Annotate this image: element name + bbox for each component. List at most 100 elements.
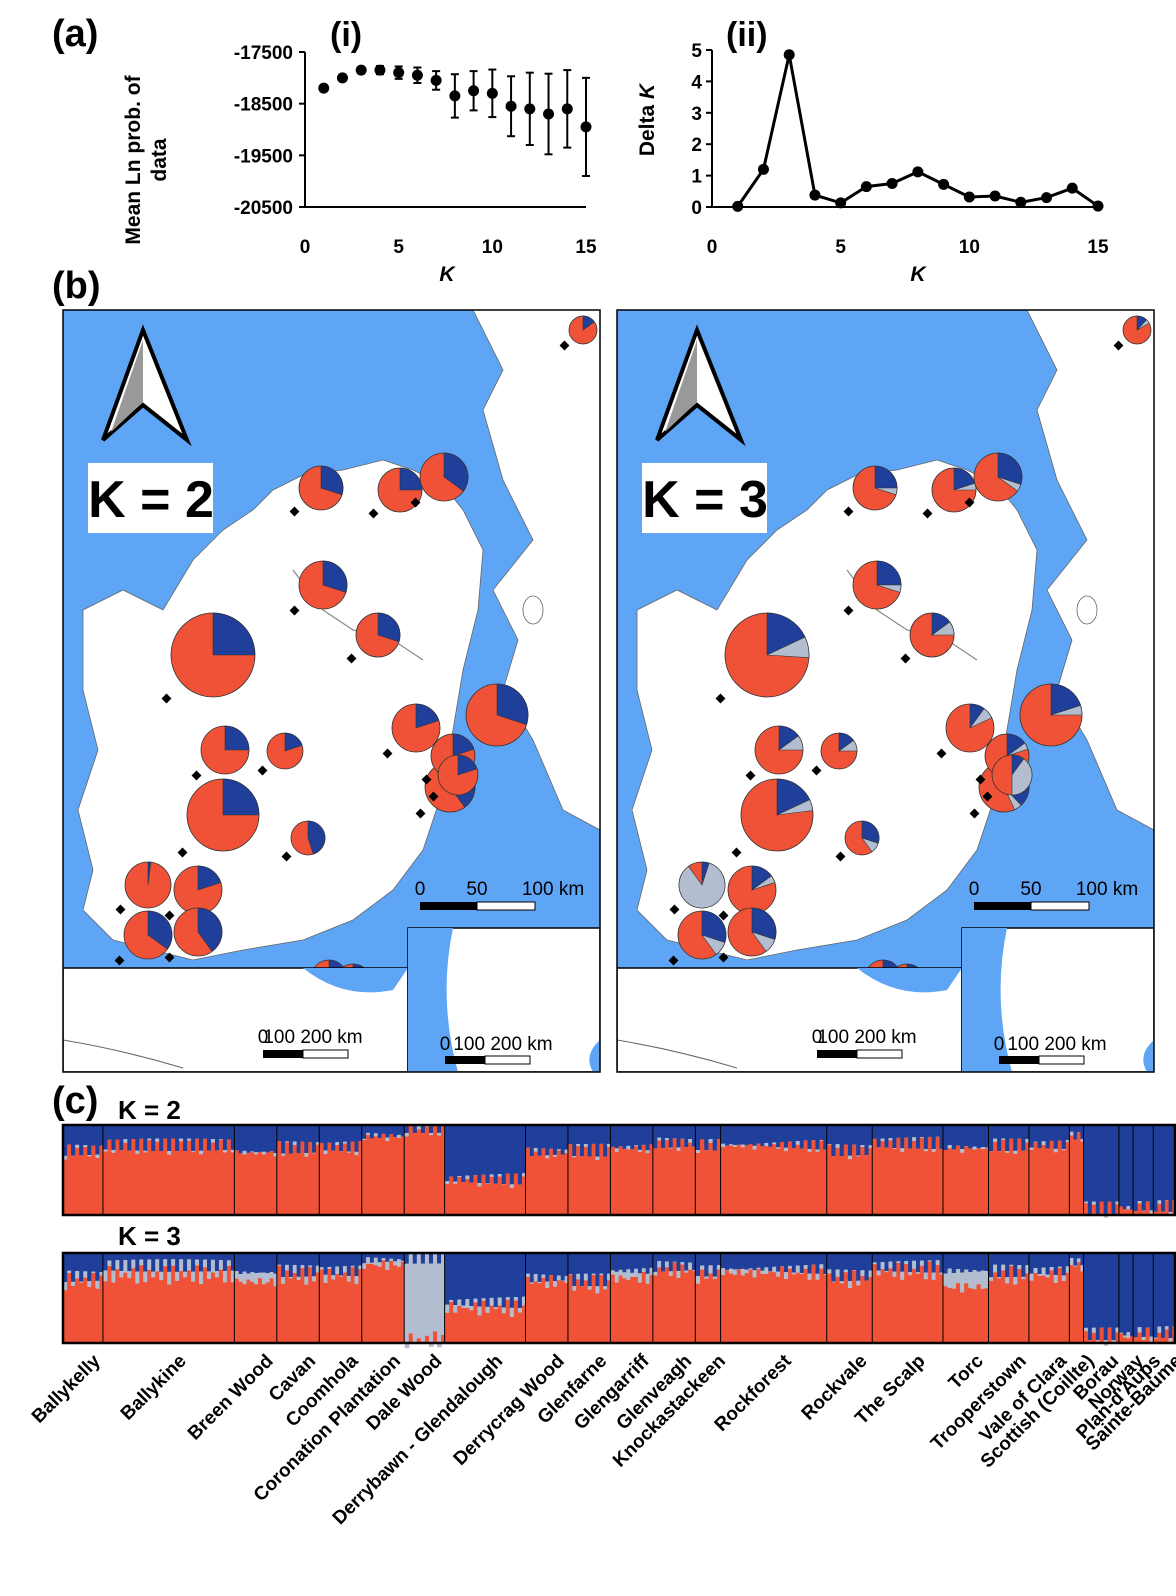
ancestry-bar-red [350,1141,356,1215]
ancestry-bar-red [1009,1265,1014,1343]
ancestry-bar-blue [852,1253,857,1271]
ancestry-bar-grey [210,1139,216,1143]
ancestry-bar-red [187,1270,192,1343]
ancestry-bar-blue [935,1125,941,1137]
ancestry-bar-red [852,1270,857,1343]
ancestry-bar-red [396,1137,402,1215]
ancestry-bar-grey [339,1275,344,1277]
ancestry-bar-blue [1041,1125,1047,1142]
ancestry-bar-blue [1119,1253,1124,1333]
ancestry-bar-red [199,1154,204,1215]
ancestry-bar-blue [135,1125,140,1151]
ancestry-bar-blue [564,1253,570,1276]
ancestry-bar-red [473,1302,479,1343]
ancestry-bar-red [680,1138,685,1215]
ancestry-bar-blue [672,1125,678,1139]
ancestry-bar-blue [768,1125,773,1147]
panel-label-ii: (ii) [726,16,768,54]
ancestry-bar-blue [645,1125,651,1151]
ancestry-bar-grey [385,1261,390,1270]
ancestry-bar-blue [799,1253,805,1274]
ancestry-bar-red [1130,1209,1135,1215]
ancestry-bar-red [389,1134,394,1215]
ancestry-bar-blue [637,1253,643,1274]
ancestry-bar-blue [393,1253,398,1262]
ancestry-bar-red [1073,1266,1078,1343]
ancestry-bar-blue [1168,1125,1173,1212]
ancestry-bar-grey [984,1147,990,1149]
pie-chart [945,703,995,753]
ancestry-bar-grey [521,1296,527,1306]
ancestry-bar-red [505,1173,511,1215]
ancestry-bar-blue [537,1253,543,1283]
ancestry-bar-red [163,1266,168,1343]
ancestry-bar-red [163,1138,168,1215]
ancestry-bar-red [637,1282,643,1343]
ancestry-bar-blue [202,1253,208,1260]
k-label-text: K = 3 [642,471,768,529]
ancestry-bar-red [599,1143,604,1215]
ancestry-bar-grey [420,1263,426,1342]
site-marker [191,770,202,781]
ancestry-bar-red [537,1155,543,1215]
ancestry-bar-red [281,1155,286,1215]
pie-slice-blue [582,315,595,331]
ancestry-bar-blue [752,1125,758,1146]
ancestry-bar-grey [847,1281,853,1289]
ancestry-bar-blue [288,1253,294,1278]
ancestry-bar-red [876,1147,882,1215]
ancestry-bar-red [335,1145,340,1215]
ancestry-bar-red [358,1141,363,1215]
ancestry-bar-red [764,1273,769,1343]
ancestry-bar-red [79,1155,84,1215]
ancestry-bar-grey [880,1262,886,1270]
ancestry-bar-grey [984,1271,990,1289]
ancestry-bar-grey [827,1269,832,1274]
ancestry-bar-blue [823,1253,828,1275]
ancestry-bar-blue [127,1125,132,1151]
k-label-bg [88,463,213,533]
ancestry-bar-red [951,1149,957,1215]
ancestry-bar-red [1005,1283,1010,1343]
ancestry-bar-red [1087,1340,1093,1343]
ancestry-bar-blue [143,1253,148,1272]
ancestry-bar-blue [323,1125,329,1151]
ancestry-bar-blue [1149,1125,1155,1211]
ancestry-bar-blue [171,1253,176,1260]
ancestry-bar-blue [708,1253,714,1266]
ancestry-bar-blue [1103,1125,1109,1215]
ancestry-bar-grey [147,1259,152,1270]
ancestry-bar-red [465,1179,470,1215]
ancestry-bar-red [564,1282,570,1343]
ancestry-bar-blue [300,1125,305,1142]
ancestry-bar-blue [1061,1253,1067,1276]
ancestry-bar-grey [645,1273,651,1284]
inset-norway-sea [408,928,458,1072]
ancestry-bar-blue [856,1253,861,1281]
ancestry-bar-red [984,1288,990,1343]
ancestry-bar-red [744,1145,750,1215]
ancestry-bar-blue [505,1253,511,1298]
ancestry-bar-red [1161,1211,1166,1215]
ancestry-bar-red [327,1142,332,1215]
ancestry-bar-red [424,1126,430,1215]
ancestry-bar-blue [400,1125,406,1137]
ancestry-bar-grey [976,1271,982,1285]
ancestry-bar-blue [195,1125,200,1139]
ancestry-bar-grey [323,1274,329,1283]
ancestry-bar-blue [222,1253,228,1271]
ancestry-bar-red [725,1270,730,1343]
ancestry-bar-red [721,1147,726,1215]
pie-chart [298,465,344,511]
ancestry-bar-red [123,1272,128,1343]
ancestry-bar-grey [676,1147,681,1151]
ancestry-bar-blue [469,1125,475,1183]
ancestry-bar-grey [583,1143,589,1147]
ancestry-bar-blue [819,1125,824,1140]
ancestry-bar-red [485,1183,491,1215]
ancestry-bar-grey [700,1265,705,1270]
ancestry-bar-blue [273,1125,278,1153]
site-marker [715,693,726,704]
ancestry-bar-blue [704,1253,710,1277]
ancestry-bar-grey [1141,1336,1147,1341]
